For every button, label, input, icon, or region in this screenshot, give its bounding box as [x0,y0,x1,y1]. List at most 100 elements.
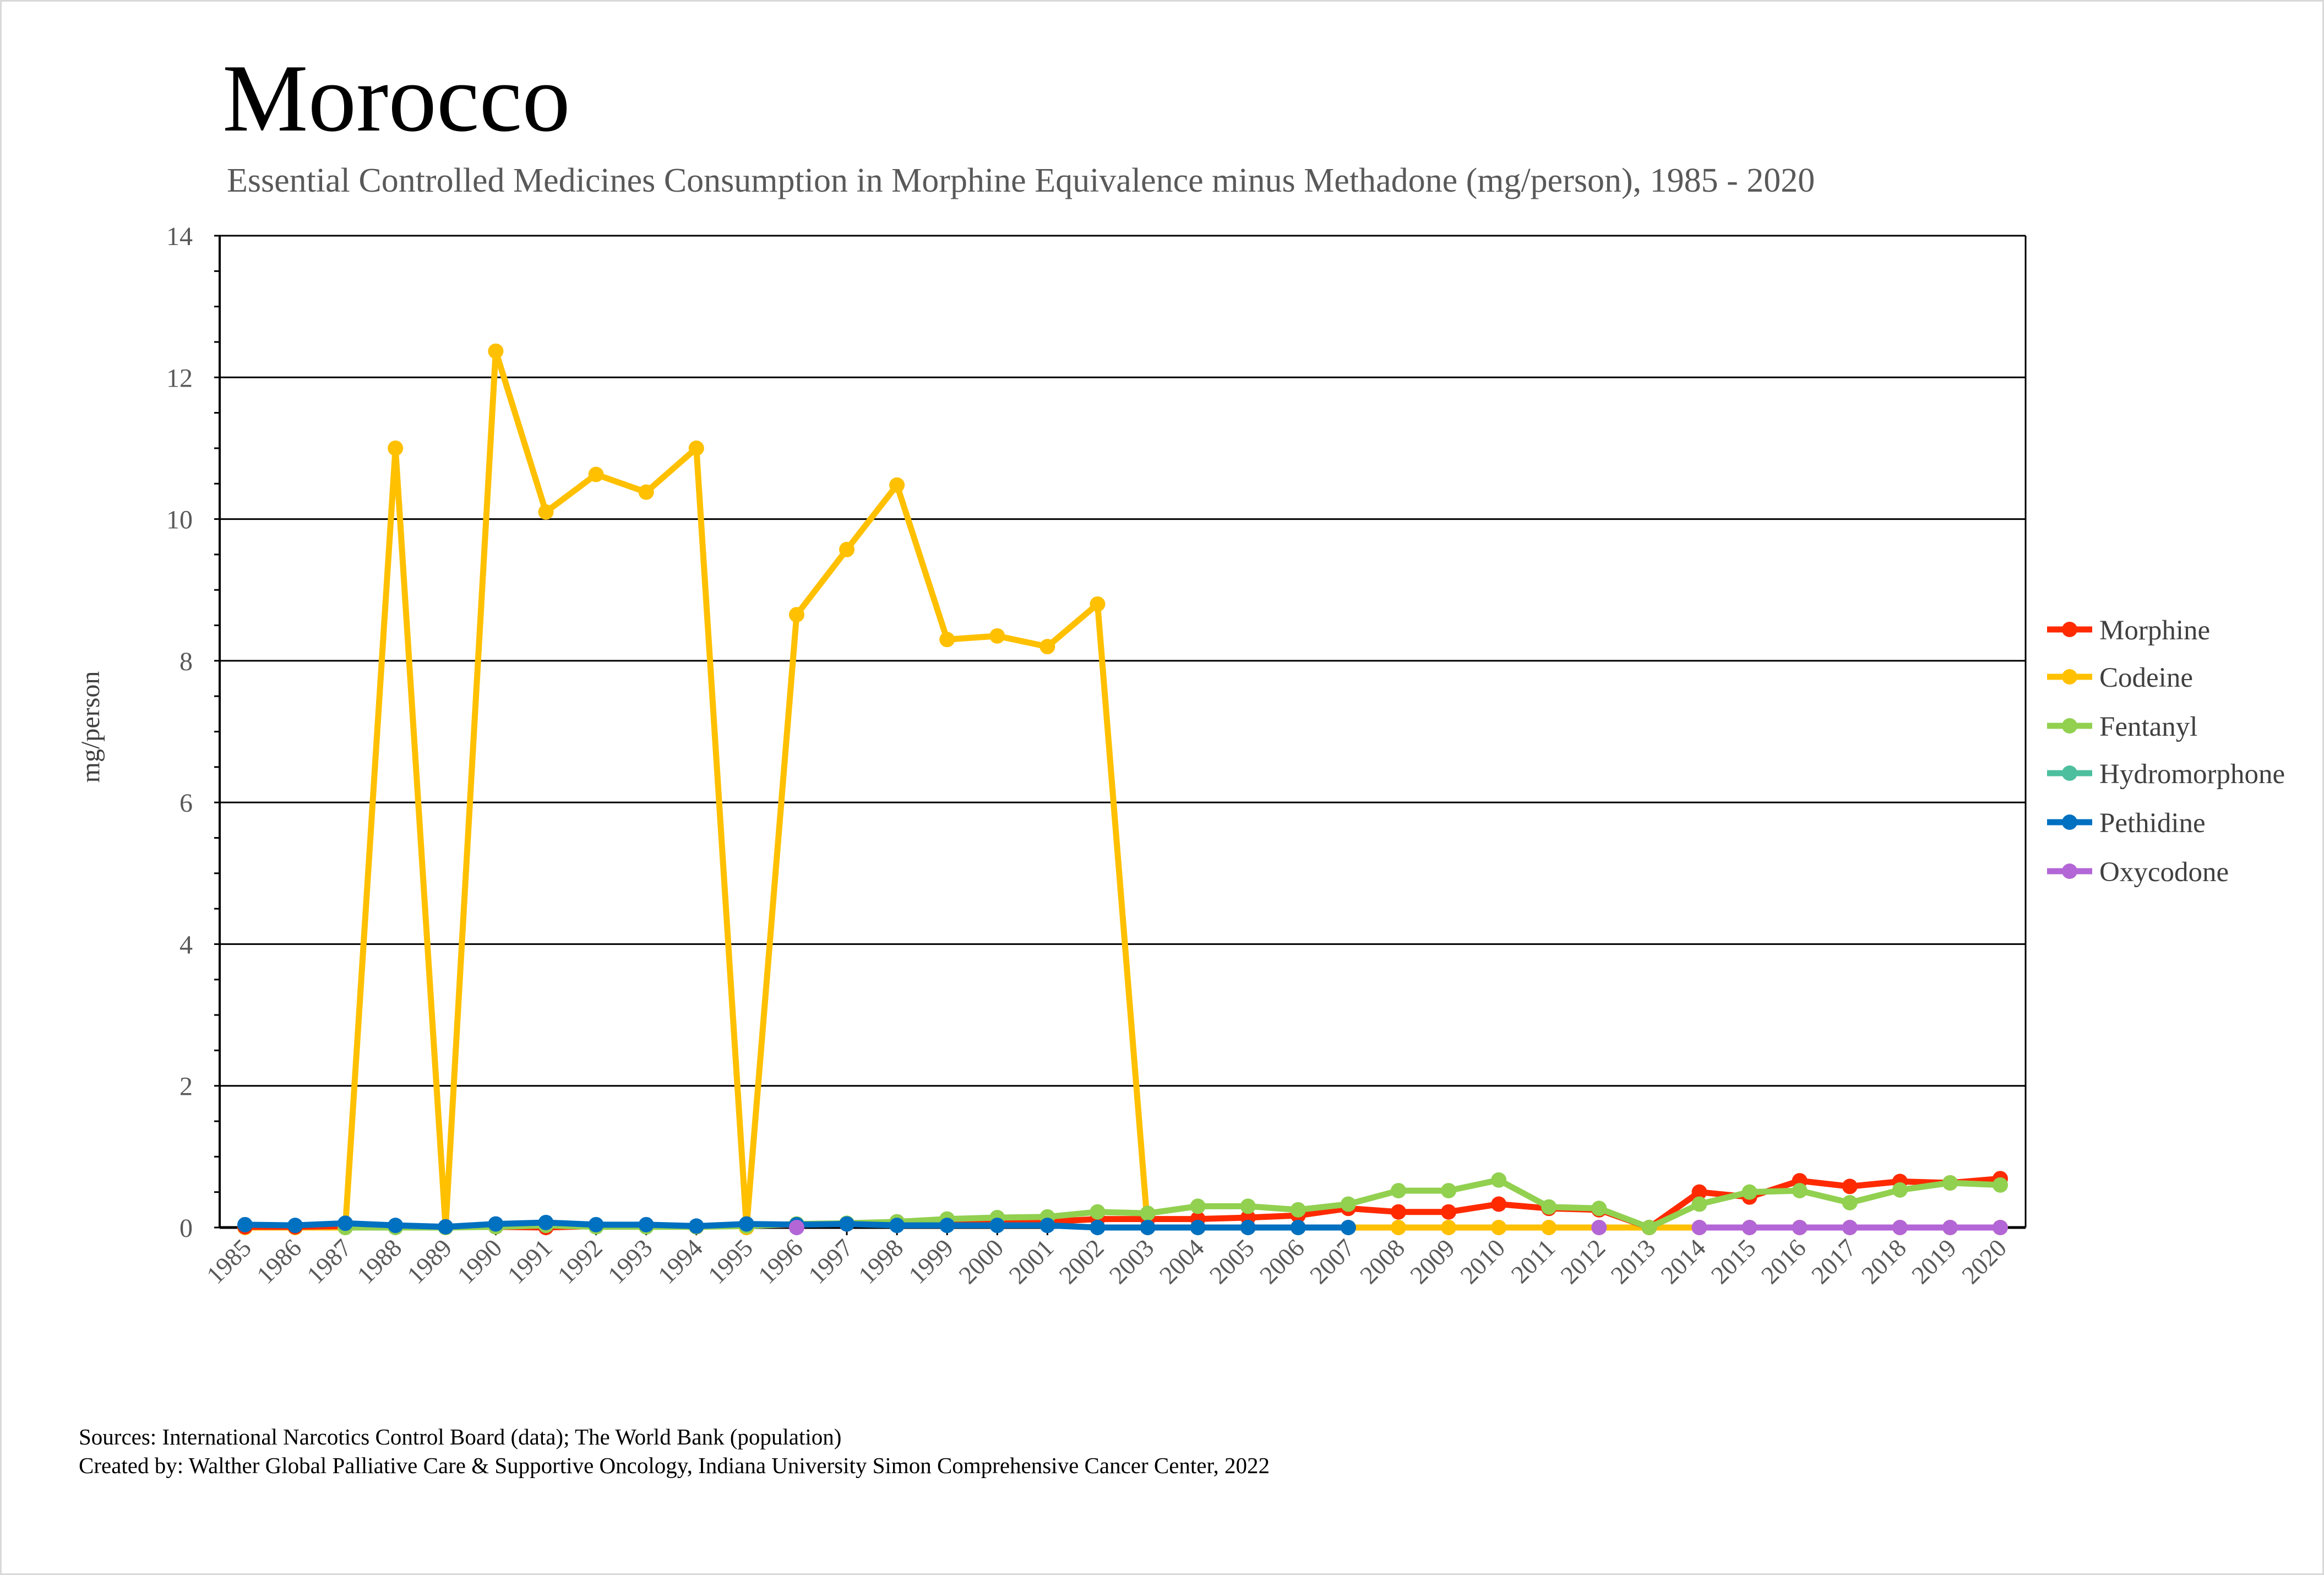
legend-item-pethidine: Pethidine [2047,808,2206,839]
x-tick-label: 1998 [853,1234,908,1289]
legend-marker [2062,863,2077,879]
data-point [1190,1220,1206,1235]
legend-item-hydromorphone: Hydromorphone [2047,759,2285,790]
data-point [1942,1175,1958,1191]
data-point [1993,1177,2008,1193]
x-tick-label: 2007 [1304,1234,1360,1289]
y-tick-label: 12 [166,363,193,393]
data-point [1491,1220,1507,1235]
x-tick-label: 1987 [301,1234,357,1289]
chart-subtitle: Essential Controlled Medicines Consumpti… [227,162,1815,199]
data-point [738,1216,754,1232]
data-point [1993,1220,2008,1235]
y-tick-label: 8 [179,647,193,676]
x-tick-label: 2005 [1204,1234,1260,1289]
legend-marker [2062,669,2077,685]
data-point [1541,1220,1557,1235]
data-point [287,1218,303,1234]
x-tick-label: 2018 [1856,1234,1912,1289]
data-point [688,440,704,456]
data-point [1039,1218,1055,1234]
x-tick-label: 1993 [602,1234,658,1289]
data-point [1892,1182,1908,1198]
data-point [1591,1220,1607,1235]
data-point [1441,1220,1457,1235]
x-tick-label: 2020 [1956,1234,2012,1289]
data-point [1140,1205,1156,1221]
x-tick-label: 2014 [1655,1234,1711,1289]
data-point [1090,1204,1106,1220]
data-point [1340,1196,1356,1212]
y-tick-labels: 0 2 4 6 8 10 12 14 [166,222,193,1243]
legend: Morphine Codeine Fentanyl Hydromorphone Peth… [2047,615,2285,888]
x-tick-label: 1988 [351,1234,407,1289]
x-tick-label: 1989 [401,1234,457,1289]
x-tick-label: 2001 [1003,1234,1059,1289]
data-point [1390,1204,1406,1220]
x-tick-label: 2019 [1906,1234,1962,1289]
x-tick-label: 1986 [251,1234,307,1289]
x-tick-label: 1997 [803,1234,858,1289]
data-point [989,628,1005,644]
x-tick-label: 2000 [953,1234,1009,1289]
data-point [588,466,604,482]
data-point [1190,1198,1206,1214]
x-tick-label: 1992 [552,1234,608,1289]
x-tick-label: 1996 [753,1234,808,1289]
x-tick-label: 1990 [451,1234,507,1289]
data-point [538,504,554,520]
data-point [839,1216,855,1232]
data-point [1741,1184,1757,1200]
legend-item-oxycodone: Oxycodone [2047,857,2229,888]
data-point [1741,1220,1757,1235]
series-oxycodone [788,1220,2008,1235]
y-tick-label: 6 [179,789,193,818]
legend-item-codeine: Codeine [2047,662,2193,693]
y-tick-label: 10 [166,506,193,535]
x-tick-label: 2002 [1053,1234,1109,1289]
data-point [989,1218,1005,1234]
data-point [1390,1220,1406,1235]
data-point [1090,1220,1106,1235]
data-point [889,1218,905,1234]
data-point [237,1216,253,1232]
x-tick-label: 1985 [201,1234,257,1289]
x-tick-label: 2008 [1354,1234,1410,1289]
x-tick-label: 1995 [703,1234,758,1289]
y-tick-label: 0 [179,1214,193,1243]
created-by-note: Created by: Walther Global Palliative Ca… [79,1453,1270,1478]
x-tick-label: 1991 [502,1234,557,1289]
data-point [688,1218,704,1234]
data-point [438,1219,454,1235]
data-point [1792,1183,1808,1199]
legend-item-fentanyl: Fentanyl [2047,712,2197,742]
data-point [1290,1202,1306,1218]
series-line [245,1175,2001,1231]
data-point [889,477,905,493]
data-point [1441,1204,1457,1220]
data-point [338,1215,353,1231]
data-point [1942,1220,1958,1235]
y-tick-label: 14 [166,222,193,251]
legend-item-morphine: Morphine [2047,615,2210,646]
x-tick-label: 2017 [1806,1234,1862,1289]
data-point [1842,1220,1858,1235]
x-tick-label: 2010 [1455,1234,1510,1289]
y-axis-label: mg/person [76,671,105,783]
x-tick-label: 2004 [1154,1234,1210,1289]
data-point [939,632,955,648]
x-tick-label: 2016 [1756,1234,1811,1289]
y-tick-label: 2 [179,1072,193,1101]
x-tick-label: 2015 [1706,1234,1761,1289]
data-point [1691,1184,1707,1200]
data-point [1691,1220,1707,1235]
x-tick-label: 2006 [1254,1234,1310,1289]
data-point [1591,1201,1607,1216]
data-point [488,1216,504,1232]
legend-label: Pethidine [2099,808,2206,839]
data-point [1491,1196,1507,1212]
data-point [638,484,654,500]
legend-marker [2062,814,2077,830]
